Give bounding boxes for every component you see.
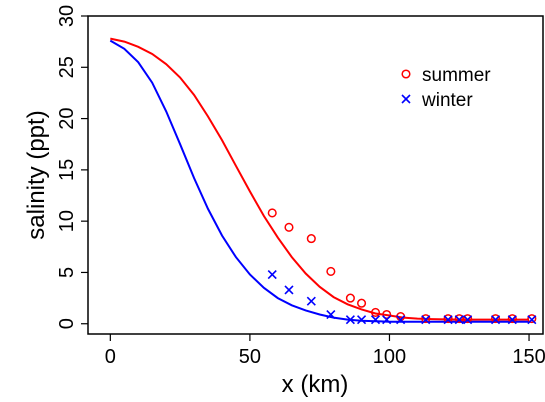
legend-markers — [401, 69, 411, 104]
point-summer — [527, 314, 537, 324]
point-summer — [421, 314, 431, 324]
y-tick-label: 15 — [56, 159, 78, 181]
legend-label-winter: winter — [421, 90, 473, 111]
point-winter — [443, 315, 453, 325]
point-winter — [284, 285, 294, 295]
legend-label-summer: summer — [422, 65, 491, 86]
legend-marker-winter — [401, 94, 411, 104]
y-tick-label: 10 — [56, 210, 78, 232]
point-winter — [507, 315, 517, 325]
x-tick-label: 100 — [373, 346, 406, 368]
point-summer — [463, 314, 473, 324]
point-winter — [463, 315, 473, 325]
y-tick-label: 25 — [56, 56, 78, 78]
x-tick-label: 0 — [105, 346, 116, 368]
point-summer — [370, 307, 381, 318]
point-winter — [345, 315, 355, 325]
point-winter — [527, 315, 537, 325]
y-axis: 0 5 10 15 20 25 30 — [56, 5, 88, 329]
point-winter — [267, 269, 277, 280]
x-axis-title: x (km) — [282, 371, 349, 398]
y-tick-label: 0 — [56, 318, 78, 329]
x-tick-label: 50 — [239, 346, 261, 368]
y-tick-label: 5 — [56, 267, 78, 278]
point-winter — [326, 309, 336, 320]
point-winter — [306, 296, 316, 306]
point-summer — [507, 314, 517, 324]
point-winter — [370, 315, 381, 325]
point-summer — [326, 266, 336, 276]
x-axis: 0 50 100 150 — [105, 334, 545, 368]
x-tick-label: 150 — [512, 346, 545, 368]
y-tick-label: 30 — [56, 5, 78, 27]
point-summer — [267, 208, 277, 218]
y-axis-title: salinity (ppt) — [23, 110, 50, 239]
data-points — [267, 208, 537, 325]
point-winter — [396, 315, 406, 325]
point-winter — [490, 315, 501, 325]
point-summer — [306, 234, 316, 244]
point-summer — [490, 314, 501, 324]
point-summer — [443, 314, 453, 324]
point-summer — [382, 309, 392, 320]
point-summer — [345, 293, 355, 303]
legend: summer winter — [401, 65, 491, 111]
point-summer — [357, 298, 367, 308]
point-winter — [421, 315, 431, 325]
legend-marker-summer — [401, 69, 411, 79]
point-winter — [454, 315, 464, 325]
point-winter — [356, 315, 367, 325]
point-summer — [284, 222, 294, 232]
y-tick-label: 20 — [56, 107, 78, 129]
point-winter — [382, 315, 392, 325]
plot-frame — [87, 15, 544, 335]
point-summer — [454, 314, 464, 324]
